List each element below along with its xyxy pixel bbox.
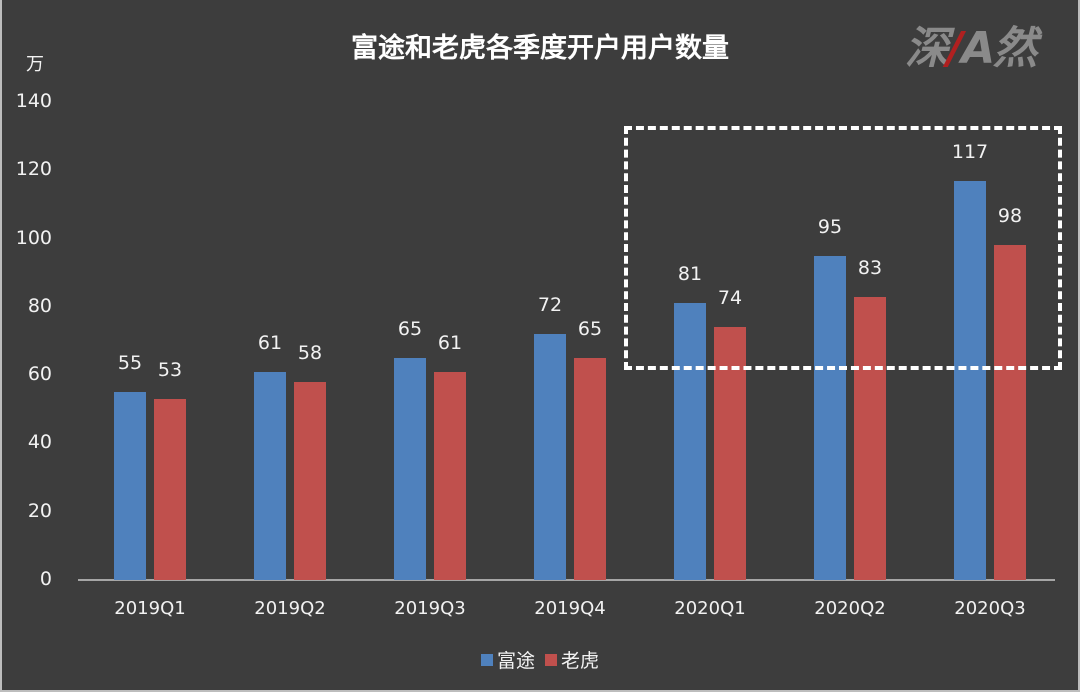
bar-futu-2019Q1 [114,392,146,580]
data-label: 95 [817,215,843,238]
data-label: 65 [577,318,603,341]
watermark-char: 深 [905,23,949,74]
bar-futu-2019Q2 [254,371,286,580]
data-label: 81 [677,263,703,286]
y-tick-label: 20 [27,499,52,522]
bar-tiger-2019Q4 [574,358,606,580]
legend-label: 富途 [496,650,535,672]
y-tick-label: 60 [27,363,52,386]
bar-tiger-2019Q1 [154,399,186,580]
x-tick-label: 2019Q2 [254,598,326,619]
y-axis-unit: 万 [26,54,44,75]
legend-item-futu[interactable]: 富途 [480,646,535,673]
highlight-dashed-box [624,126,1062,370]
y-tick-label: 100 [15,226,52,249]
x-tick-label: 2019Q4 [534,598,606,619]
legend-item-tiger[interactable]: 老虎 [545,646,599,673]
y-tick-label: 140 [15,90,52,112]
y-tick-label: 0 [39,568,52,590]
legend-swatch-red [545,653,557,666]
bar-futu-2020Q3 [954,180,986,580]
y-tick-label: 40 [27,431,52,454]
bar-tiger-2019Q2 [294,381,326,580]
data-label: 55 [117,352,143,375]
watermark-logo: 深/A然 [905,12,1037,76]
data-label: 117 [951,140,989,163]
bar-tiger-2020Q2 [854,296,886,580]
data-label: 58 [297,341,323,364]
x-tick-label: 2020Q2 [814,598,886,619]
bar-futu-2019Q3 [394,358,426,580]
data-label: 74 [717,287,743,310]
bar-futu-2020Q2 [814,255,846,580]
watermark-slash: / [947,23,963,74]
legend-label: 老虎 [561,650,600,672]
x-tick-label: 2019Q1 [114,598,186,619]
data-label: 65 [397,318,423,341]
watermark-char: A [961,23,995,74]
data-label: 61 [437,331,463,354]
legend-swatch-blue [480,653,493,666]
data-label: 53 [157,359,183,382]
data-label: 72 [537,294,563,317]
bar-tiger-2020Q3 [994,245,1026,580]
data-label: 83 [857,256,883,279]
data-label: 61 [257,331,283,354]
x-tick-label: 2020Q3 [954,598,1026,619]
bar-tiger-2019Q3 [434,371,466,580]
chart-title: 富途和老虎各季度开户用户数量 [351,33,729,64]
legend: 富途 老虎 [0,646,1080,673]
x-axis-line [78,579,1055,581]
y-tick-label: 120 [15,158,52,181]
watermark-char: 然 [993,23,1037,74]
bar-futu-2020Q1 [674,303,706,580]
y-tick-label: 80 [27,294,52,317]
x-tick-label: 2019Q3 [394,598,466,619]
bar-futu-2019Q4 [534,334,566,580]
x-tick-label: 2020Q1 [674,598,746,619]
data-label: 98 [997,205,1023,228]
